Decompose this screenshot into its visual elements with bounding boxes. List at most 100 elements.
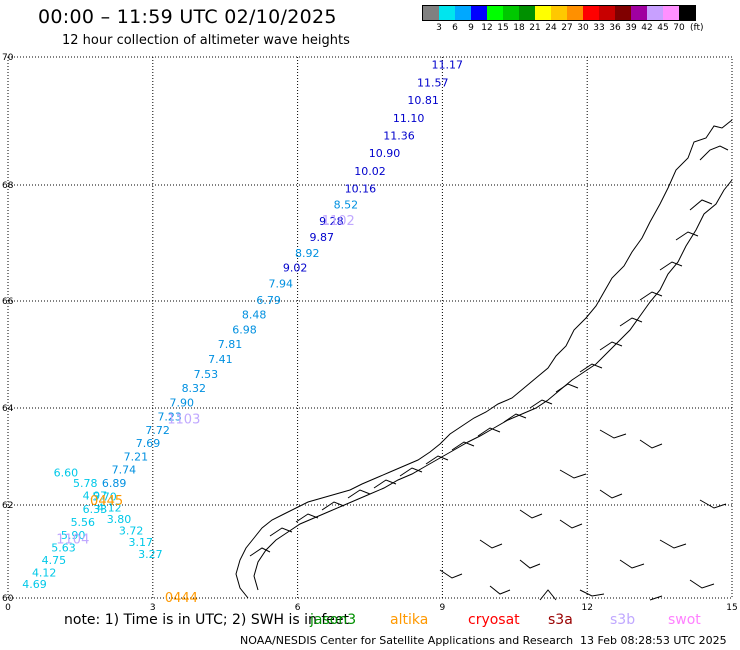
coastline-segment — [373, 479, 397, 489]
y-tick-label: 68 — [2, 181, 14, 191]
coastline-segment — [249, 547, 271, 557]
wave-height-label: 5.56 — [71, 516, 96, 529]
legend-ticks: 3 6 9 12 15 18 21 24 27 30 33 36 39 42 45 70 (ft) — [422, 21, 703, 35]
coastline-segment — [639, 439, 663, 449]
wave-height-label: 4.12 — [32, 566, 57, 579]
coastline-segment — [599, 489, 623, 499]
legend-swatch — [647, 6, 663, 20]
wave-height-label: 8.48 — [242, 308, 267, 321]
legend-swatch — [519, 6, 535, 20]
coastline-segment — [579, 589, 605, 597]
coastline-segment — [639, 291, 663, 301]
wave-height-label: 3.80 — [107, 513, 132, 526]
wave-height-label: 7.41 — [208, 353, 233, 366]
legend-swatch — [599, 6, 615, 20]
wave-height-values: 11.17 11.57 10.81 11.10 11.36 10.90 10.02 10.16… — [22, 59, 463, 591]
x-tick-label: 9 — [440, 603, 446, 613]
coastline-segment — [477, 427, 501, 437]
x-tick-label: 3 — [150, 603, 156, 613]
page-subtitle: 12 hour collection of altimeter wave hei… — [62, 33, 350, 48]
coastline-segment — [699, 499, 727, 509]
wave-height-label: 11.57 — [417, 77, 449, 90]
legend-swatch — [631, 6, 647, 20]
legend-tick-label: 36 — [609, 23, 621, 33]
wave-height-label: 4.12 — [97, 501, 122, 514]
coastline-segment — [253, 179, 733, 591]
coastline-segment — [659, 539, 687, 549]
coastline-segment — [555, 383, 579, 393]
note-text: note: 1) Time is in UTC; 2) SWH is in fe… — [64, 612, 350, 628]
wave-height-label: 9.28 — [319, 215, 344, 228]
coastline-segment — [529, 399, 553, 409]
legend-swatch — [471, 6, 487, 20]
wave-height-label: 6.79 — [256, 294, 281, 307]
wave-height-label: 6.60 — [54, 467, 79, 480]
legend-tick-label: 30 — [577, 23, 589, 33]
wave-height-label: 7.69 — [136, 437, 161, 450]
wave-height-label: 7.81 — [218, 338, 243, 351]
coastline-segment — [479, 539, 503, 549]
wave-height-label: 9.02 — [283, 261, 308, 274]
wave-height-label: 6.98 — [232, 323, 257, 336]
coastline-segment — [559, 469, 587, 479]
coastline-segment — [347, 489, 371, 499]
legend-tick-label: 45 — [657, 23, 669, 33]
legend-tick-label: 3 — [436, 23, 442, 33]
satellite-s3a-label: s3a — [548, 612, 573, 628]
coastline-segment — [519, 509, 543, 519]
pass-time-label: 1104 — [56, 532, 89, 547]
wave-height-label: 5.70 — [92, 490, 117, 503]
satellite-jason3-label: jason3 — [310, 612, 357, 628]
legend-tick-label: 15 — [497, 23, 509, 33]
coastline — [235, 119, 733, 601]
wave-height-label: 10.90 — [369, 147, 401, 160]
y-tick-label: 60 — [2, 594, 14, 604]
coastline-segment — [689, 579, 715, 589]
legend-swatch — [583, 6, 599, 20]
legend-swatch — [567, 6, 583, 20]
wave-height-label: 4.97 — [83, 489, 108, 502]
legend-tick-label: 39 — [625, 23, 637, 33]
x-tick-label: 6 — [295, 603, 301, 613]
coastline-segment — [439, 569, 463, 579]
coastline-segment — [659, 261, 683, 271]
coastline-segment — [451, 441, 475, 451]
legend-tick-label: 24 — [545, 23, 557, 33]
wave-height-label: 5.90 — [61, 529, 86, 542]
y-tick-label: 64 — [2, 404, 14, 414]
legend-tick-label: 42 — [641, 23, 653, 33]
satellite-altika-label: altika — [390, 612, 429, 628]
wave-height-label: 10.16 — [345, 182, 377, 195]
legend-tick-label: 6 — [452, 23, 458, 33]
wave-height-label: 3.72 — [119, 525, 144, 538]
legend-swatch — [455, 6, 471, 20]
coastline-segment — [425, 455, 449, 465]
legend-swatch — [535, 6, 551, 20]
map-grid: 0 3 6 9 12 15 70 68 66 64 62 60 — [2, 53, 738, 613]
coastline-segment — [699, 145, 729, 161]
legend-unit: (ft) — [690, 23, 704, 33]
legend-tick-label: 21 — [529, 23, 541, 33]
coastline-segment — [321, 501, 345, 511]
legend-swatch — [423, 6, 439, 20]
coastline-segment — [675, 231, 699, 241]
wave-height-label: 6.33 — [83, 503, 108, 516]
wave-height-label: 8.52 — [334, 199, 359, 212]
x-tick-label: 12 — [581, 603, 592, 613]
wave-height-label: 10.81 — [407, 94, 439, 107]
coastline-segment — [689, 199, 713, 211]
wave-height-label: 11.10 — [393, 112, 425, 125]
legend-color-bar — [422, 5, 696, 21]
pass-time-label: 0444 — [165, 591, 198, 606]
coastline-segment — [235, 119, 733, 599]
page-title: 00:00 – 11:59 UTC 02/10/2025 — [38, 6, 337, 28]
coastline-segment — [619, 559, 645, 569]
coastline-segment — [489, 585, 511, 595]
wave-height-label: 10.02 — [354, 165, 386, 178]
legend-swatch — [487, 6, 503, 20]
legend-swatch — [503, 6, 519, 20]
legend-swatch — [439, 6, 455, 20]
coastline-segment — [559, 519, 583, 529]
coastline-segment — [579, 363, 603, 373]
